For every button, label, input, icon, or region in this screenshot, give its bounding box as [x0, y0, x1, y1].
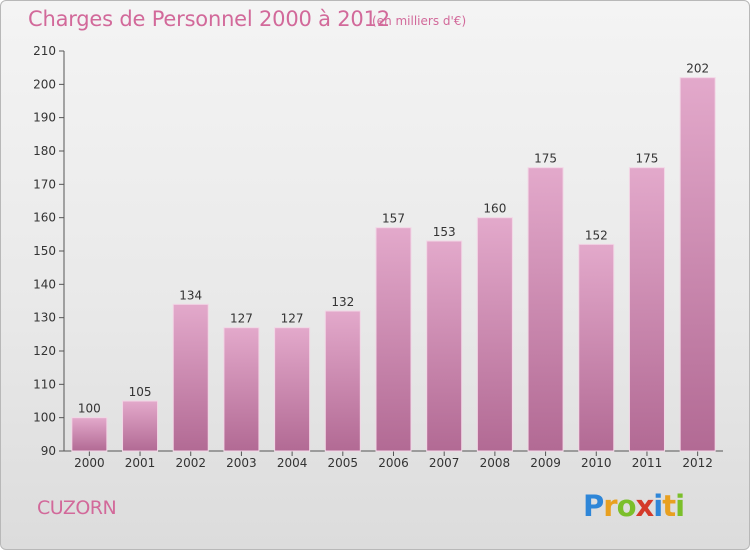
axes: 90 100 110 120 130 140 150 160 170 180 190 200 210 20…: [33, 44, 723, 470]
y-tick-label: 210: [33, 44, 56, 58]
bar-2012: [679, 77, 716, 452]
x-tick-label: 2002: [175, 456, 206, 470]
x-tick-label: 2010: [581, 456, 612, 470]
value-label-2011: 175: [636, 152, 659, 166]
y-tick-label: 120: [33, 344, 56, 358]
place-name: CUZORN: [37, 497, 117, 519]
logo-letter: t: [662, 489, 676, 523]
x-tick-label: 2012: [682, 456, 713, 470]
logo-letter: o: [616, 489, 637, 523]
logo-letter: r: [603, 489, 617, 523]
value-label-2010: 152: [585, 228, 608, 242]
x-tick-label: 2001: [125, 456, 156, 470]
y-tick-label: 190: [33, 111, 56, 125]
bar-2004: [274, 327, 311, 452]
value-label-2003: 127: [230, 312, 253, 326]
bar-2002: [172, 303, 209, 452]
y-tick-label: 90: [41, 444, 56, 458]
logo-letter: x: [635, 489, 655, 523]
y-tick-label: 110: [33, 377, 56, 391]
x-tick-label: 2011: [632, 456, 663, 470]
bar-2000: [71, 417, 108, 452]
value-label-2012: 202: [686, 62, 709, 76]
bar-2008: [476, 217, 513, 452]
x-tick-label: 2005: [328, 456, 359, 470]
y-tick-label: 130: [33, 311, 56, 325]
value-label-2009: 175: [534, 152, 557, 166]
value-label-2008: 160: [483, 202, 506, 216]
logo-letter: P: [583, 489, 604, 523]
y-tick-label: 170: [33, 177, 56, 191]
y-tick-label: 150: [33, 244, 56, 258]
x-tick-label: 2004: [277, 456, 308, 470]
value-label-2002: 134: [179, 288, 202, 302]
logo-letter: i: [653, 489, 663, 523]
x-tick-label: 2006: [378, 456, 409, 470]
chart-subtitle: (en milliers d'€): [372, 14, 467, 28]
x-tick-label: 2007: [429, 456, 460, 470]
x-tick-label: 2003: [226, 456, 257, 470]
x-tick-label: 2009: [530, 456, 561, 470]
value-label-2004: 127: [281, 312, 304, 326]
value-label-2001: 105: [129, 385, 152, 399]
bar-2007: [426, 240, 463, 452]
bar-2005: [324, 310, 361, 452]
y-tick-label: 100: [33, 411, 56, 425]
chart-title: Charges de Personnel 2000 à 2012: [28, 7, 390, 31]
logo-letter: i: [675, 489, 685, 523]
bar-2009: [527, 167, 564, 452]
x-tick-label: 2000: [74, 456, 105, 470]
value-label-2005: 132: [331, 295, 354, 309]
y-tick-label: 160: [33, 211, 56, 225]
bar-2011: [628, 167, 665, 452]
proxiti-logo: Proxiti: [583, 489, 685, 523]
bar-2010: [578, 243, 615, 452]
value-labels: 100 105 134 127 127 132 157 153 160 175 152 175 202: [78, 62, 709, 416]
bar-2001: [122, 400, 159, 452]
y-tick-label: 200: [33, 77, 56, 91]
value-label-2007: 153: [433, 225, 456, 239]
value-label-2000: 100: [78, 402, 101, 416]
y-tick-label: 180: [33, 144, 56, 158]
bars: [71, 77, 716, 452]
y-tick-label: 140: [33, 277, 56, 291]
bar-2006: [375, 227, 412, 452]
x-tick-label: 2008: [480, 456, 511, 470]
value-label-2006: 157: [382, 212, 405, 226]
bar-2003: [223, 327, 260, 452]
